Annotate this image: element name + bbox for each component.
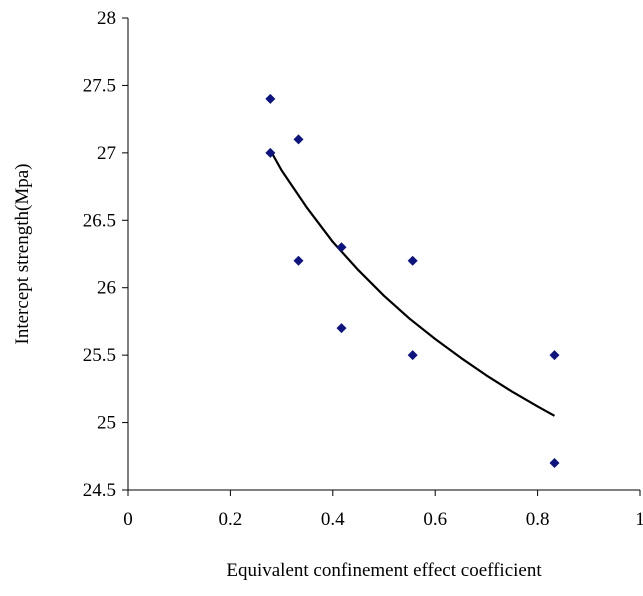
data-point bbox=[293, 134, 304, 145]
x-axis-title: Equivalent confinement effect coefficien… bbox=[226, 560, 542, 581]
x-tick-label: 0.2 bbox=[219, 509, 243, 530]
y-tick-label: 27.5 bbox=[83, 75, 116, 96]
y-tick-label: 26.5 bbox=[83, 210, 116, 231]
data-point bbox=[407, 350, 418, 361]
y-tick-label: 24.5 bbox=[83, 480, 116, 501]
axes bbox=[127, 18, 640, 491]
y-axis-title: Intercept strength(Mpa) bbox=[12, 164, 33, 345]
data-point bbox=[549, 350, 560, 361]
x-tick-label: 0 bbox=[123, 509, 133, 530]
y-tick-label: 25.5 bbox=[83, 345, 116, 366]
y-tick-label: 25 bbox=[97, 413, 116, 434]
x-tick-label: 0.4 bbox=[321, 509, 345, 530]
data-point bbox=[265, 93, 276, 104]
y-tick-label: 27 bbox=[97, 143, 116, 164]
data-point bbox=[336, 323, 347, 334]
x-tick-label: 1 bbox=[635, 509, 643, 530]
data-point bbox=[265, 147, 276, 158]
data-points bbox=[265, 93, 560, 469]
y-tick-label: 28 bbox=[97, 8, 116, 29]
x-tick-label: 0.6 bbox=[423, 509, 447, 530]
trendline-group bbox=[269, 149, 556, 417]
y-ticks: 24.5 25 25.5 26 26.5 27 27.5 28 bbox=[83, 8, 128, 501]
y-tick-label: 26 bbox=[97, 278, 116, 299]
data-point bbox=[407, 255, 418, 266]
trendline bbox=[269, 149, 556, 417]
x-tick-label: 0.8 bbox=[526, 509, 550, 530]
data-point bbox=[549, 458, 560, 469]
data-point bbox=[293, 255, 304, 266]
data-point bbox=[336, 242, 347, 253]
x-ticks: 0 0.2 0.4 0.6 0.8 1 bbox=[123, 490, 643, 530]
